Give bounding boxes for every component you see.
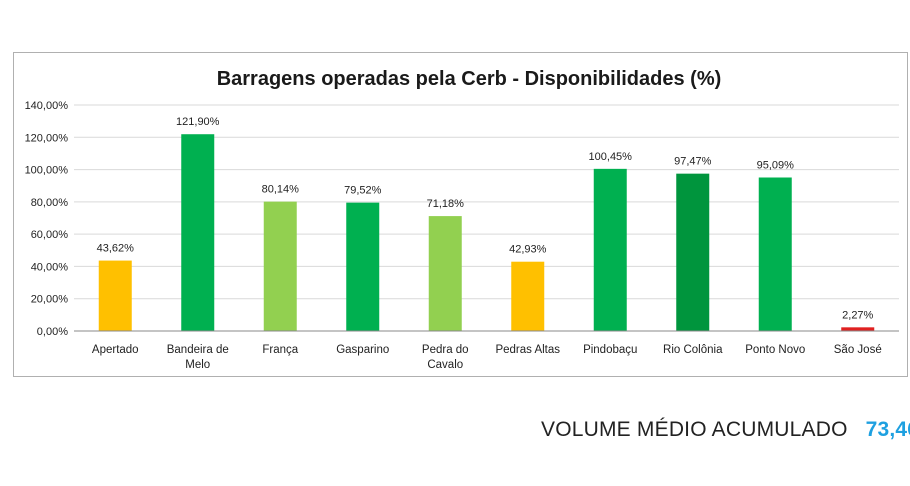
y-tick-label: 100,00%	[25, 165, 69, 177]
bar	[593, 168, 627, 331]
y-tick-label: 20,00%	[31, 294, 69, 306]
bar	[346, 202, 380, 331]
x-category-label: Cavalo	[427, 359, 463, 371]
data-label: 80,14%	[262, 184, 300, 196]
y-tick-label: 140,00%	[25, 100, 69, 112]
y-tick-label: 80,00%	[31, 197, 69, 209]
x-category-label: França	[262, 344, 298, 356]
footer: VOLUME MÉDIO ACUMULADO 73,46	[541, 418, 910, 442]
x-category-label: Pindobaçu	[583, 344, 637, 356]
bar	[98, 260, 132, 331]
footer-value: 73,46	[865, 418, 910, 441]
x-category-label: Pedra do	[422, 344, 469, 356]
x-category-label: Ponto Novo	[745, 344, 805, 356]
x-category-label: Rio Colônia	[663, 344, 723, 356]
x-category-label: Bandeira de	[167, 344, 229, 356]
bar	[758, 177, 792, 331]
data-label: 100,45%	[589, 151, 633, 163]
bar	[428, 216, 462, 331]
x-category-label: São José	[834, 344, 882, 356]
data-label: 2,27%	[842, 309, 873, 321]
x-category-label: Pedras Altas	[495, 344, 560, 356]
data-label: 42,93%	[509, 244, 547, 256]
footer-label: VOLUME MÉDIO ACUMULADO	[541, 418, 848, 441]
bar	[263, 201, 297, 331]
x-category-label: Apertado	[92, 344, 139, 356]
chart-frame: Barragens operadas pela Cerb - Disponibi…	[13, 52, 908, 377]
y-tick-label: 0,00%	[37, 326, 68, 338]
bar	[181, 134, 215, 331]
x-category-label: Melo	[185, 359, 210, 371]
data-label: 121,90%	[176, 116, 220, 128]
data-label: 97,47%	[674, 156, 712, 168]
bar	[676, 173, 710, 331]
x-axis-categories: Apertado Bandeira de Melo França Gasparino Pe…	[92, 344, 882, 371]
chart-title: Barragens operadas pela Cerb - Disponibi…	[217, 68, 722, 90]
y-tick-label: 120,00%	[25, 132, 69, 144]
bar	[511, 261, 545, 331]
data-labels: 43,62% 121,90% 80,14% 79,52% 71,18% 42,93% 100…	[97, 116, 874, 321]
data-label: 95,09%	[757, 159, 795, 171]
data-label: 79,52%	[344, 185, 382, 197]
data-label: 71,18%	[427, 198, 465, 210]
bars	[98, 134, 875, 331]
bar	[841, 327, 875, 331]
bar-chart: Barragens operadas pela Cerb - Disponibi…	[25, 68, 899, 371]
data-label: 43,62%	[97, 243, 135, 255]
y-tick-label: 60,00%	[31, 229, 69, 241]
x-category-label: Gasparino	[336, 344, 389, 356]
y-axis-ticks: 0,00% 20,00% 40,00% 60,00% 80,00% 100,00% 120,…	[25, 100, 69, 338]
y-tick-label: 40,00%	[31, 261, 69, 273]
